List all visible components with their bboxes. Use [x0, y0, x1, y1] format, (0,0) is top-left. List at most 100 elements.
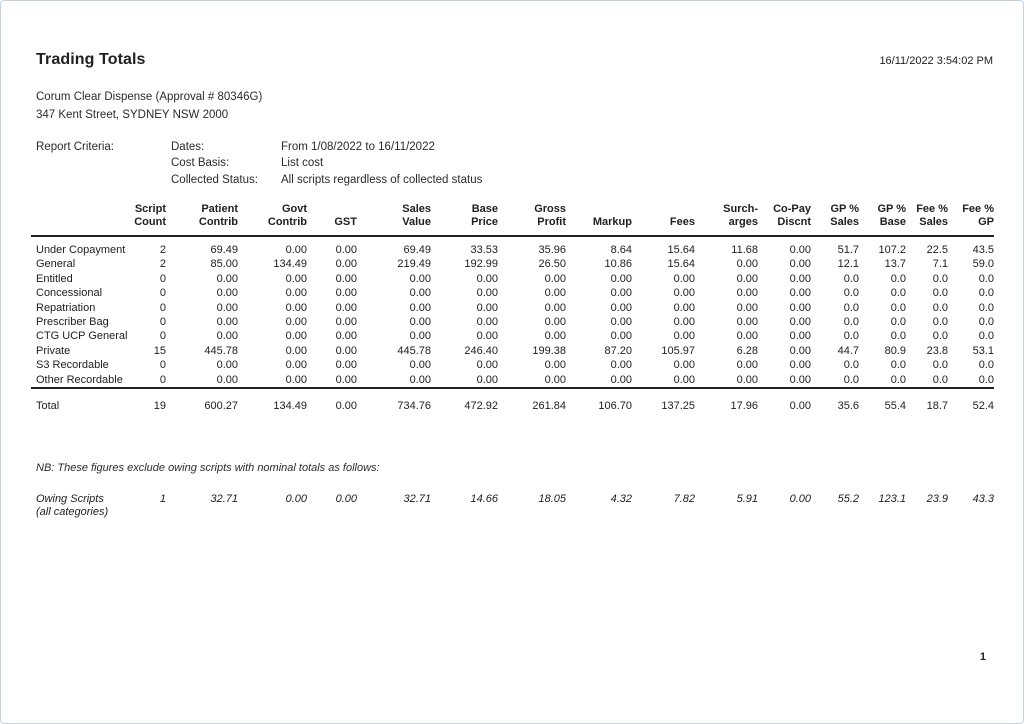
value-cell: 0 — [159, 330, 166, 343]
value-cell: 0.00 — [610, 315, 632, 328]
column-header-line2: GP — [978, 216, 994, 229]
value-cell: 0.00 — [216, 373, 238, 386]
row-label-cell: Total — [31, 386, 131, 416]
value-cell: 0.00 — [736, 272, 758, 285]
value-cell: 0.00 — [610, 373, 632, 386]
value-cell: 10.86 — [604, 258, 632, 271]
value-cell: 0.0 — [932, 330, 948, 343]
column-header: Script Count — [131, 202, 166, 237]
value-cell: 22.5 — [926, 243, 948, 256]
column-header-line2: Count — [134, 216, 166, 229]
value-cell: 0.00 — [544, 315, 566, 328]
criteria-value: All scripts regardless of collected stat… — [281, 173, 483, 186]
value-cell: 43.5 — [972, 243, 994, 256]
value-cell: 0.00 — [736, 287, 758, 300]
report-criteria: Report Criteria: Dates: From 1/08/2022 t… — [36, 139, 1023, 188]
value-cell: 192.99 — [464, 258, 498, 271]
value-cell: 12.1 — [837, 258, 859, 271]
value-cell: 0.00 — [789, 373, 811, 386]
table-row: Concessional 0 0.00 0.00 0.00 0.00 0.00 0.00 0.0… — [31, 286, 994, 300]
value-cell: 0.00 — [673, 373, 695, 386]
row-sublabel: (all categories) — [36, 506, 109, 519]
value-cell: 0.00 — [610, 330, 632, 343]
value-cell: 0.00 — [476, 287, 498, 300]
value-cell: 0.00 — [285, 243, 307, 256]
value-cell: 0.00 — [476, 301, 498, 314]
value-cell: 0.00 — [409, 359, 431, 372]
value-cell: 52.4 — [948, 386, 994, 416]
value-cell: 0.00 — [335, 344, 357, 357]
value-cell: 44.7 — [837, 344, 859, 357]
value-cell: 23.8 — [926, 344, 948, 357]
value-cell: 0.00 — [789, 344, 811, 357]
value-cell: 0.0 — [890, 373, 906, 386]
value-cell: 0.00 — [285, 301, 307, 314]
value-cell: 0.00 — [736, 315, 758, 328]
row-label: CTG UCP General — [36, 330, 128, 343]
criteria-key: Collected Status: — [171, 173, 258, 186]
value-cell: 0.00 — [673, 301, 695, 314]
column-header-line2: Markup — [592, 216, 632, 229]
value-cell: 32.71 — [403, 492, 431, 505]
value-cell: 0.00 — [673, 272, 695, 285]
value-cell: 0.00 — [544, 301, 566, 314]
value-cell: 0 — [159, 373, 166, 386]
value-cell: 0.00 — [789, 359, 811, 372]
table-row: Private 15 445.78 0.00 0.00 445.78 246.40 199.3… — [31, 344, 994, 358]
value-cell: 15.64 — [667, 258, 695, 271]
row-label: Other Recordable — [36, 373, 123, 386]
row-label-cell: S3 Recordable — [31, 358, 131, 372]
value-cell: 0.00 — [789, 301, 811, 314]
column-header-line1: Fee % — [916, 202, 948, 215]
value-cell: 0.0 — [843, 373, 859, 386]
pharmacy-name: Corum Clear Dispense (Approval # 80346G) — [36, 91, 263, 103]
criteria-row: Collected Status: All scripts regardless… — [171, 172, 482, 188]
value-cell: 246.40 — [464, 344, 498, 357]
column-header-line2: Profit — [537, 216, 566, 229]
value-cell: 0.0 — [890, 272, 906, 285]
criteria-row: Dates: From 1/08/2022 to 16/11/2022 — [171, 139, 482, 155]
value-cell: 0.00 — [610, 287, 632, 300]
value-cell: 0.00 — [409, 272, 431, 285]
value-cell: 2 — [159, 258, 166, 271]
value-cell: 0.0 — [890, 330, 906, 343]
value-cell: 0.0 — [890, 315, 906, 328]
value-cell: 0.00 — [736, 330, 758, 343]
value-cell: 0.0 — [978, 359, 994, 372]
owing-scripts-row: Owing Scripts (all categories) 1 32.71 0.00 0… — [31, 492, 994, 520]
value-cell: 0.00 — [335, 258, 357, 271]
value-cell: 0.00 — [285, 287, 307, 300]
column-header: Surch-arges — [695, 202, 758, 237]
value-cell: 199.38 — [532, 344, 566, 357]
value-cell: 0.0 — [843, 272, 859, 285]
value-cell: 0.00 — [216, 330, 238, 343]
value-cell: 445.78 — [397, 344, 431, 357]
row-label: Private — [36, 344, 71, 357]
value-cell: 87.20 — [604, 344, 632, 357]
table-row: Other Recordable 0 0.00 0.00 0.00 0.00 0.00 0.0… — [31, 373, 994, 388]
value-cell: 0.00 — [673, 287, 695, 300]
value-cell: 0.0 — [843, 330, 859, 343]
value-cell: 33.53 — [470, 243, 498, 256]
value-cell: 0.00 — [409, 330, 431, 343]
value-cell: 15.64 — [667, 243, 695, 256]
criteria-row: Cost Basis: List cost — [171, 155, 482, 171]
value-cell: 0.00 — [216, 359, 238, 372]
value-cell: 0.0 — [890, 287, 906, 300]
row-label-cell: Concessional — [31, 286, 131, 300]
value-cell: 219.49 — [397, 258, 431, 271]
value-cell: 0.0 — [932, 315, 948, 328]
trading-totals-table: Script Count Patient Contrib Govt Contrib GST S… — [31, 202, 994, 520]
value-cell: 4.32 — [610, 492, 632, 505]
value-cell: 13.7 — [884, 258, 906, 271]
column-header-line1: GP % — [830, 202, 859, 215]
page-number: 1 — [979, 651, 986, 663]
value-cell: 261.84 — [498, 386, 566, 416]
value-cell: 0.00 — [307, 386, 357, 416]
criteria-key: Cost Basis: — [171, 157, 230, 170]
value-cell: 0 — [159, 359, 166, 372]
page-title: Trading Totals — [36, 51, 146, 68]
value-cell: 0.00 — [789, 272, 811, 285]
value-cell: 0.0 — [843, 301, 859, 314]
